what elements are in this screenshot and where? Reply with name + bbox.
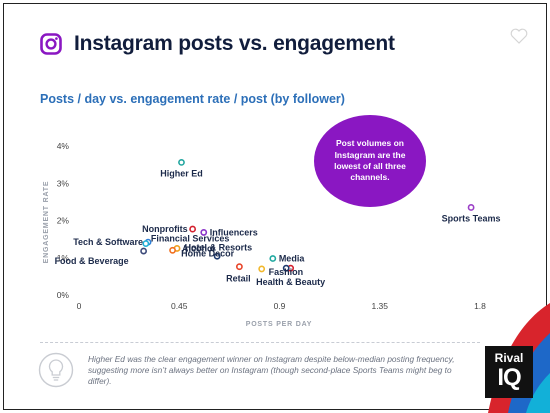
data-label: Food & Beverage — [55, 256, 129, 266]
divider — [40, 342, 480, 343]
data-label: Sports Teams — [442, 213, 501, 223]
data-point — [282, 264, 290, 272]
y-tick-label: 1% — [57, 253, 70, 263]
data-point — [169, 246, 176, 254]
y-tick-label: 3% — [57, 178, 70, 188]
data-point — [467, 204, 475, 211]
data-label: Alcohol — [182, 243, 215, 253]
y-axis-title: ENGAGEMENT RATE — [43, 181, 50, 264]
data-label: Fashion — [269, 267, 304, 277]
data-label: Nonprofits — [142, 224, 188, 234]
data-label: Media — [279, 253, 306, 263]
instagram-icon — [40, 33, 62, 55]
x-tick-label: 0.9 — [274, 301, 286, 311]
data-point — [258, 265, 266, 273]
data-point — [200, 229, 208, 236]
x-axis-title: POSTS PER DAY — [246, 321, 313, 328]
data-label: Tech & Software — [73, 237, 143, 247]
data-label: Financial Services — [151, 234, 230, 244]
data-point — [178, 158, 185, 166]
y-tick-label: 4% — [57, 141, 70, 151]
data-point — [269, 255, 277, 262]
data-label: Influencers — [210, 227, 258, 237]
data-label: Higher Ed — [160, 168, 203, 178]
heart-icon — [510, 28, 528, 44]
lightbulb-icon — [38, 352, 74, 388]
data-label: Retail — [226, 274, 251, 284]
annotation-bubble: Post volumes on Instagram are the lowest… — [314, 115, 426, 207]
data-label: Hotel & Resorts — [185, 242, 253, 252]
data-label: Health & Beauty — [256, 277, 325, 287]
x-tick-label: 1.8 — [474, 301, 486, 311]
data-points — [140, 158, 475, 273]
x-tick-label: 0 — [77, 301, 82, 311]
y-tick-label: 0% — [57, 290, 70, 300]
y-tick-label: 2% — [57, 216, 70, 226]
footnote: Higher Ed was the clear engagement winne… — [88, 354, 455, 387]
data-point — [140, 247, 148, 255]
rival-iq-logo: Rival IQ — [485, 346, 533, 398]
x-axis-ticks: 0 0.45 0.9 1.35 1.8 — [77, 301, 487, 311]
y-axis-ticks: 0% 1% 2% 3% 4% — [57, 141, 70, 300]
data-point — [189, 225, 197, 233]
logo-line-1: Rival — [494, 351, 524, 365]
chart-subtitle: Posts / day vs. engagement rate / post (… — [40, 92, 345, 106]
data-point — [142, 240, 150, 247]
data-point — [235, 263, 243, 271]
data-point — [213, 252, 221, 260]
data-label: Home Decor — [181, 248, 235, 258]
x-tick-label: 0.45 — [171, 301, 188, 311]
data-labels: Higher Ed Sports Teams Nonprofits Influence… — [55, 168, 501, 287]
x-tick-label: 1.35 — [371, 301, 388, 311]
logo-line-2: IQ — [497, 364, 521, 391]
page-title: Instagram posts vs. engagement — [74, 32, 395, 55]
